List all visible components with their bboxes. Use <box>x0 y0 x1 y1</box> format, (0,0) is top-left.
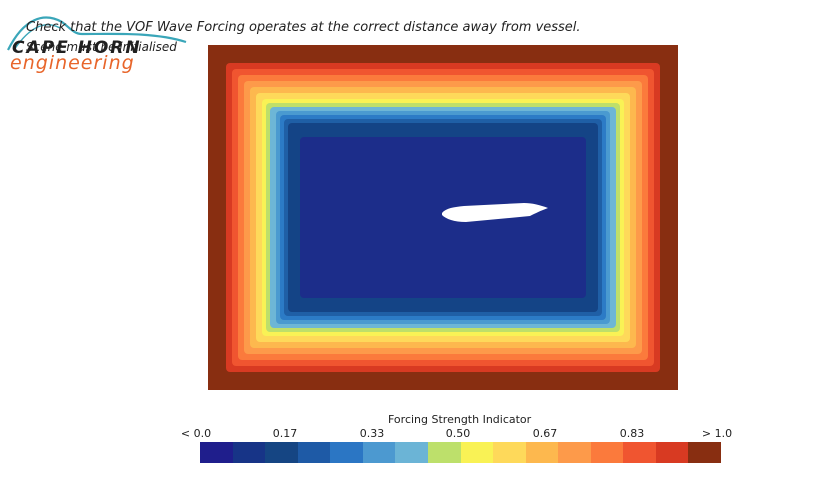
colorbar-swatch <box>395 442 428 463</box>
colorbar-tick-label: 0.83 <box>619 427 645 440</box>
colorbar-tick-label: 0.33 <box>359 427 385 440</box>
colorbar-swatch <box>558 442 591 463</box>
forcing-zone-band <box>300 137 586 298</box>
colorbar-tick-label: 0.67 <box>532 427 558 440</box>
colorbar-swatch <box>655 442 689 463</box>
colorbar-title: Forcing Strength Indicator <box>388 413 532 426</box>
instruction-line-2: Scene must be initialised <box>26 40 177 54</box>
colorbar-swatch <box>200 442 233 463</box>
colorbar-swatch <box>623 442 656 463</box>
colorbar-swatch <box>427 442 461 463</box>
colorbar-swatch <box>493 442 526 463</box>
colorbar-swatch <box>460 442 494 463</box>
colorbar-swatch <box>297 442 331 463</box>
colorbar-swatch <box>330 442 363 463</box>
forcing-zone-viewport[interactable] <box>208 45 678 390</box>
colorbar-tick-label: 0.17 <box>272 427 298 440</box>
colorbar-swatch <box>688 442 721 463</box>
company-logo: CAPE HORN engineering <box>4 12 188 74</box>
colorbar-swatch <box>232 442 266 463</box>
colorbar-tick-label: < 0.0 <box>180 427 212 440</box>
colorbar-tick-label: 0.50 <box>445 427 471 440</box>
colorbar-tick-label: > 1.0 <box>701 427 733 440</box>
instruction-line-1: Check that the VOF Wave Forcing operates… <box>26 20 581 35</box>
colorbar-swatch <box>525 442 559 463</box>
vessel-icon <box>442 203 548 222</box>
colorbar-swatch <box>590 442 624 463</box>
logo-wordmark: CAPE HORN <box>12 38 142 58</box>
colorbar-swatch <box>362 442 396 463</box>
colorbar-swatch <box>265 442 298 463</box>
logo-swoosh-icon <box>7 16 187 51</box>
colorbar <box>200 442 721 463</box>
logo-subtitle: engineering <box>10 52 135 74</box>
